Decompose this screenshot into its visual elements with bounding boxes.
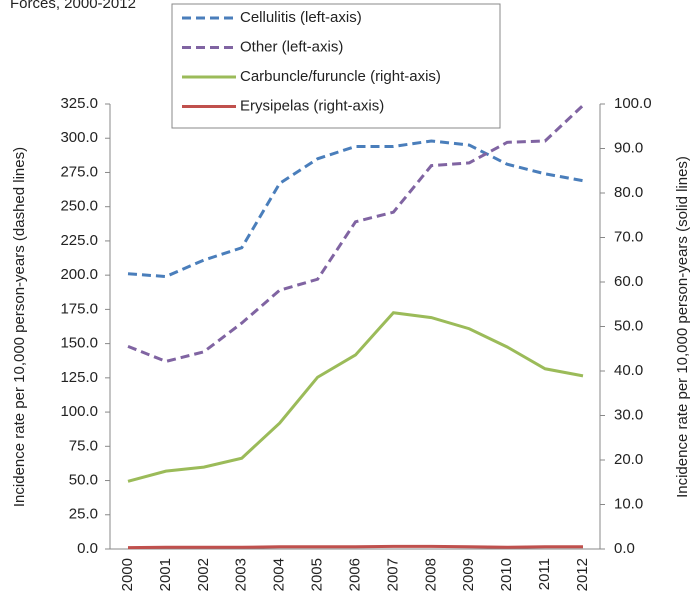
y-tick-label: 325.0 — [60, 95, 98, 112]
x-tick-label: 2004 — [271, 558, 288, 591]
y2-tick-label: 10.0 — [614, 495, 643, 512]
x-tick-label: 2011 — [536, 558, 553, 590]
y-tick-label: 100.0 — [60, 403, 98, 420]
y2-tick-label: 40.0 — [614, 362, 643, 379]
y-tick-label: 25.0 — [69, 506, 98, 523]
legend-label: Other (left-axis) — [240, 38, 343, 55]
y-tick-label: 150.0 — [60, 335, 98, 352]
y-tick-label: 125.0 — [60, 369, 98, 386]
y-tick-label: 50.0 — [69, 472, 98, 489]
x-tick-label: 2003 — [233, 558, 250, 591]
x-tick-label: 2009 — [460, 558, 477, 591]
x-tick-label: 2002 — [195, 558, 212, 591]
y-tick-label: 250.0 — [60, 198, 98, 215]
series-line — [127, 104, 585, 363]
x-tick-label: 2000 — [119, 558, 136, 591]
y2-tick-label: 50.0 — [614, 317, 643, 334]
legend-label: Carbuncle/furuncle (right-axis) — [240, 68, 441, 85]
y2-tick-label: 0.0 — [614, 540, 635, 557]
y2-tick-label: 80.0 — [614, 184, 643, 201]
y-tick-label: 0.0 — [77, 540, 98, 557]
x-tick-label: 2006 — [346, 558, 363, 591]
x-tick-label: 2007 — [384, 558, 401, 591]
y-tick-label: 275.0 — [60, 163, 98, 180]
y-tick-label: 225.0 — [60, 232, 98, 249]
legend-label: Cellulitis (left-axis) — [240, 9, 362, 26]
series-line — [127, 139, 584, 279]
y2-tick-label: 30.0 — [614, 406, 643, 423]
y-axis-label: Incidence rate per 10,000 person-years (… — [11, 147, 28, 507]
series-line — [127, 311, 584, 483]
x-tick-label: 2001 — [157, 558, 174, 591]
x-tick-label: 2008 — [422, 558, 439, 591]
y2-tick-label: 20.0 — [614, 451, 643, 468]
y2-tick-label: 90.0 — [614, 139, 643, 156]
y-tick-label: 200.0 — [60, 266, 98, 283]
y2-tick-label: 60.0 — [614, 273, 643, 290]
legend-label: Erysipelas (right-axis) — [240, 97, 384, 114]
y2-axis-label: Incidence rate per 10,000 person-years (… — [674, 156, 691, 498]
y-tick-label: 75.0 — [69, 437, 98, 454]
x-tick-label: 2012 — [574, 558, 591, 591]
y2-tick-label: 100.0 — [614, 95, 652, 112]
chart-title: Forces, 2000-2012 — [10, 0, 136, 12]
y-tick-label: 175.0 — [60, 300, 98, 317]
y-tick-label: 300.0 — [60, 129, 98, 146]
x-tick-label: 2005 — [309, 558, 326, 591]
series-line — [127, 544, 583, 550]
y2-tick-label: 70.0 — [614, 228, 643, 245]
x-tick-label: 2010 — [498, 558, 515, 591]
